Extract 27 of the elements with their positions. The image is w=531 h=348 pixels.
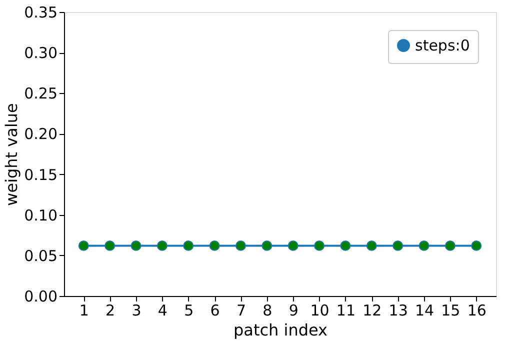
x-tick-label: 13: [388, 302, 408, 320]
y-tick-label: 0.20: [24, 125, 58, 144]
x-tick-label: 8: [262, 302, 272, 320]
y-tick-label: 0.30: [24, 44, 58, 62]
y-tick-label: 0.05: [24, 246, 58, 265]
x-tick-label: 9: [288, 302, 298, 320]
x-tick-label: 12: [362, 302, 382, 320]
x-tick-label: 2: [106, 302, 116, 320]
x-axis-title: patch index: [233, 320, 328, 340]
x-tick-label: 16: [467, 302, 486, 320]
x-tick-label: 11: [336, 302, 356, 320]
x-tick-label: 5: [184, 302, 194, 320]
y-tick-label: 0.25: [24, 84, 58, 103]
x-tick-label: 4: [158, 302, 168, 320]
y-tick-label: 0.10: [24, 206, 58, 224]
y-tick-label: 0.15: [24, 166, 58, 184]
x-tick-label: 14: [414, 302, 434, 320]
x-tick-label: 10: [310, 302, 330, 320]
x-tick-label: 1: [79, 302, 89, 320]
y-tick-label: 0.00: [24, 288, 58, 306]
y-tick-label: 0.35: [24, 4, 58, 22]
x-tick-label: 6: [210, 302, 220, 320]
x-tick-label: 3: [132, 302, 142, 320]
legend-label: steps:0: [415, 36, 470, 54]
y-axis-title: weight value: [2, 103, 22, 206]
x-tick-label: 7: [236, 302, 246, 320]
x-tick-label: 15: [441, 302, 460, 320]
